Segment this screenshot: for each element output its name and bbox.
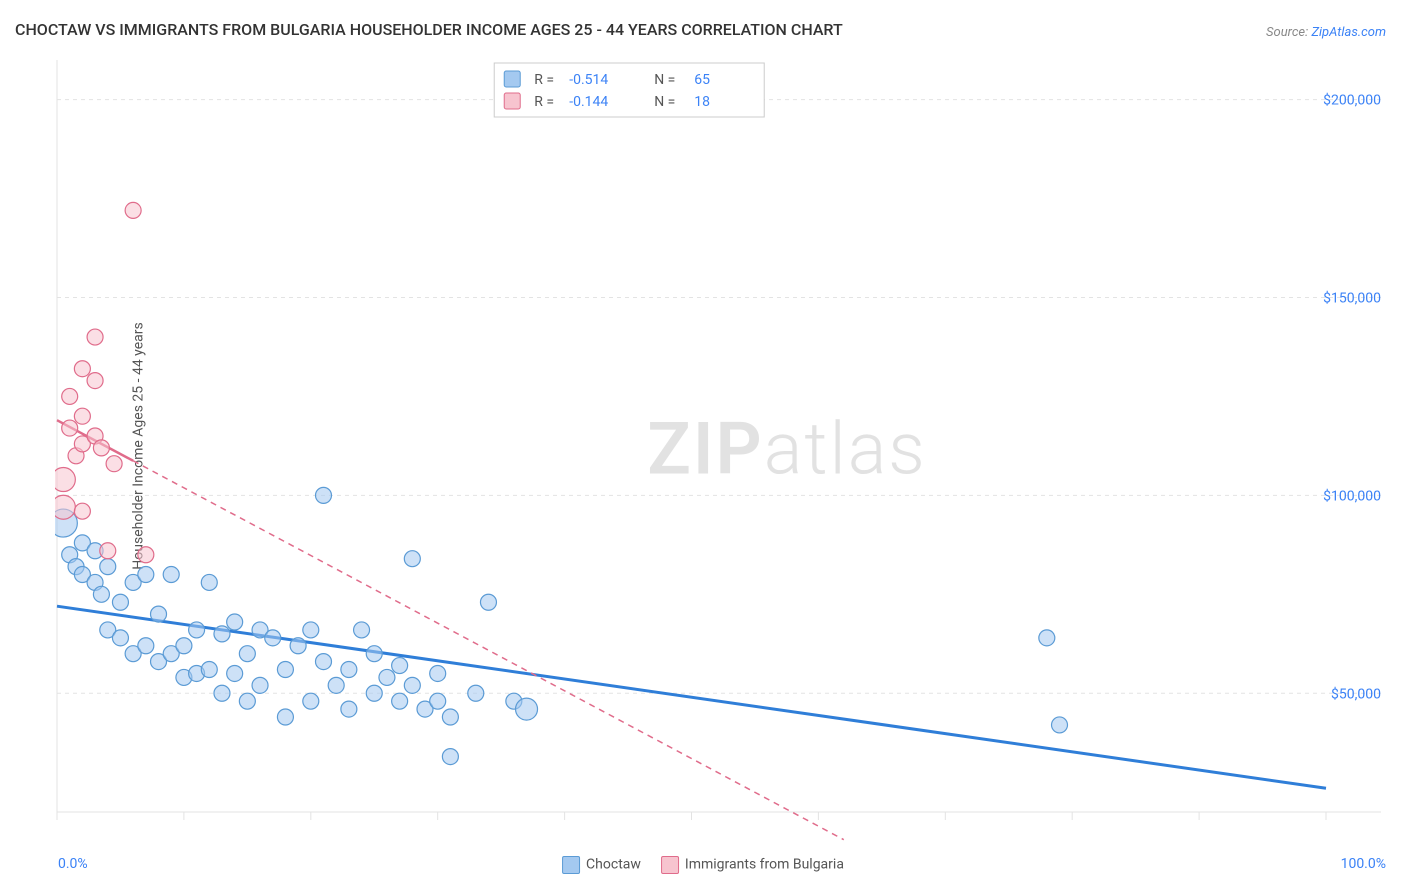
legend-swatch: [562, 856, 580, 874]
legend-label: Choctaw: [586, 857, 641, 873]
series-legend: Choctaw Immigrants from Bulgaria: [562, 856, 844, 874]
x-axis-min-label: 0.0%: [58, 856, 88, 872]
svg-text:-0.514: -0.514: [569, 72, 608, 88]
svg-text:65: 65: [694, 72, 710, 88]
svg-text:$50,000: $50,000: [1331, 685, 1381, 702]
svg-text:N =: N =: [654, 72, 675, 88]
legend-item: Choctaw: [562, 856, 641, 874]
svg-text:$100,000: $100,000: [1323, 487, 1381, 504]
source-prefix: Source:: [1266, 25, 1311, 40]
source-link[interactable]: ZipAtlas.com: [1311, 25, 1386, 40]
svg-text:$200,000: $200,000: [1323, 92, 1381, 109]
legend-swatch: [661, 856, 679, 874]
svg-text:R =: R =: [534, 72, 554, 88]
chart-plot-area: $50,000 $100,000 $150,000 $200,000 R = -0.514…: [55, 55, 1386, 842]
x-axis-max-label: 100.0%: [1341, 856, 1386, 872]
chart-title: CHOCTAW VS IMMIGRANTS FROM BULGARIA HOUS…: [15, 20, 843, 39]
legend-item: Immigrants from Bulgaria: [661, 856, 844, 874]
svg-text:$150,000: $150,000: [1323, 289, 1381, 306]
legend-label: Immigrants from Bulgaria: [685, 857, 844, 873]
scatter-chart: $50,000 $100,000 $150,000 $200,000 R = -0.514…: [55, 55, 1386, 842]
svg-text:18: 18: [694, 94, 710, 110]
svg-text:R =: R =: [534, 94, 554, 110]
source-attribution: Source: ZipAtlas.com: [1266, 25, 1386, 40]
svg-text:N =: N =: [654, 94, 675, 110]
svg-text:-0.144: -0.144: [569, 94, 608, 110]
